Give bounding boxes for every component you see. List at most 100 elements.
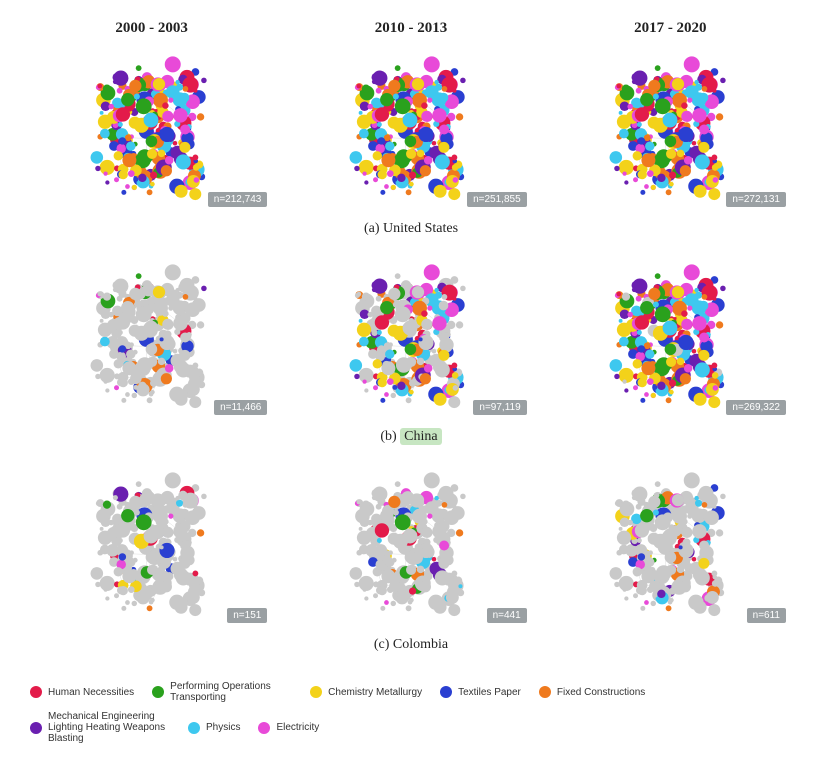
node (711, 571, 717, 577)
node (180, 541, 190, 551)
node (365, 180, 369, 184)
node (409, 390, 414, 395)
legend-swatch (30, 686, 42, 698)
node (621, 293, 629, 301)
node (350, 567, 363, 580)
node (162, 111, 173, 122)
node (678, 335, 693, 350)
node (183, 502, 189, 508)
node (654, 306, 670, 322)
node (373, 359, 382, 368)
node (150, 598, 155, 603)
node (637, 345, 644, 352)
node (378, 170, 387, 179)
node (395, 273, 401, 279)
node (119, 170, 128, 179)
node (194, 177, 200, 183)
node (635, 296, 641, 302)
node (648, 288, 660, 300)
node (449, 396, 461, 408)
node (180, 301, 190, 311)
node (695, 84, 702, 91)
node (712, 177, 718, 183)
node (175, 601, 188, 614)
node (406, 357, 416, 367)
node (136, 98, 152, 114)
node (698, 93, 708, 103)
node (708, 188, 720, 200)
node (624, 180, 628, 184)
node (672, 286, 684, 298)
node (712, 593, 718, 599)
node (632, 79, 637, 84)
node (618, 111, 622, 115)
node (676, 358, 684, 366)
legend-swatch (258, 722, 270, 734)
node (100, 319, 104, 323)
node (681, 102, 687, 108)
n-count-badge: n=441 (487, 608, 527, 623)
node (176, 154, 191, 169)
node (393, 94, 399, 100)
node (121, 190, 126, 195)
node (387, 586, 394, 593)
node (711, 580, 718, 587)
node (637, 553, 644, 560)
node (449, 604, 461, 616)
node (621, 501, 629, 509)
legend-item: Human Necessities (30, 681, 134, 703)
node (652, 177, 657, 182)
node (614, 582, 619, 587)
node (384, 600, 389, 605)
node (654, 65, 660, 71)
node (180, 333, 190, 343)
node (380, 93, 393, 106)
node (150, 172, 157, 179)
node (662, 321, 677, 336)
node (422, 111, 433, 122)
node (691, 141, 696, 146)
node (419, 545, 423, 549)
node (654, 273, 660, 279)
node (433, 108, 447, 122)
node (648, 496, 660, 508)
node (459, 168, 463, 172)
node (650, 601, 655, 606)
node (201, 286, 207, 292)
node (100, 527, 104, 531)
node (453, 505, 457, 509)
n-count-badge: n=151 (227, 608, 267, 623)
node (372, 287, 377, 292)
node (373, 385, 378, 390)
node (720, 286, 726, 292)
node (134, 94, 140, 100)
node (108, 520, 114, 526)
node (720, 494, 726, 500)
node (146, 135, 158, 147)
node (179, 350, 190, 361)
node (665, 189, 671, 195)
network-panel: n=11,466 (30, 259, 273, 419)
node (409, 598, 414, 603)
node (108, 312, 114, 318)
node (385, 557, 394, 566)
node (708, 396, 720, 408)
node (395, 481, 401, 487)
node (672, 78, 684, 90)
node (654, 481, 660, 487)
node (357, 323, 371, 337)
node (197, 113, 204, 120)
node (199, 584, 203, 588)
legend-swatch (188, 722, 200, 734)
node (698, 509, 708, 519)
node (91, 359, 104, 372)
node (609, 151, 622, 164)
node (424, 56, 440, 72)
node (403, 113, 418, 128)
node (632, 495, 637, 500)
node (384, 184, 389, 189)
node (194, 385, 200, 391)
node (199, 376, 203, 380)
node (637, 170, 646, 179)
node (694, 570, 709, 585)
